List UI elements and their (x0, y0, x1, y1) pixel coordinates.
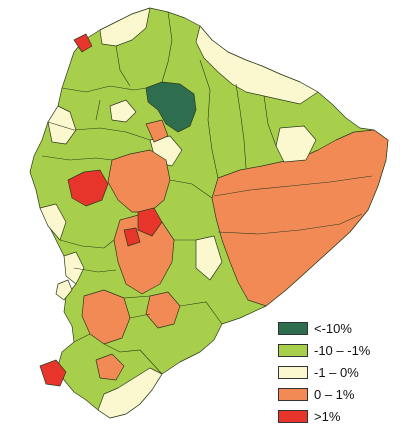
legend-swatch (278, 343, 308, 357)
legend-label: -1 – 0% (314, 364, 359, 380)
region-cream (195, 235, 223, 281)
region-red (123, 227, 141, 247)
region-cream (99, 7, 151, 47)
region-cream (39, 203, 67, 241)
legend-label: -10 – -1% (314, 342, 371, 358)
legend-item: >1% (278, 406, 388, 426)
region-cream (195, 25, 319, 105)
legend-label: <-10% (314, 320, 352, 336)
legend-item: 0 – 1% (278, 384, 388, 404)
region-island (55, 279, 73, 301)
division-lines (41, 11, 277, 375)
region-dark-green (145, 81, 197, 133)
legend-item: <-10% (278, 318, 388, 338)
legend-swatch (278, 321, 308, 335)
boundary-line (217, 213, 363, 235)
region-red (67, 169, 109, 207)
legend-label: >1% (314, 408, 341, 424)
legend-label: 0 – 1% (314, 386, 355, 402)
legend: <-10% -10 – -1% -1 – 0% 0 – 1% >1% (278, 318, 388, 428)
region-orange (81, 289, 131, 345)
legend-swatch (278, 387, 308, 401)
legend-swatch (278, 409, 308, 423)
boundary-line (213, 175, 373, 197)
legend-swatch (278, 365, 308, 379)
region-orange (107, 149, 171, 213)
legend-item: -10 – -1% (278, 340, 388, 360)
region-orange (95, 353, 125, 381)
region-red (137, 207, 163, 237)
region-orange (145, 291, 181, 329)
region-red (73, 33, 93, 53)
region-orange (145, 119, 169, 143)
legend-item: -1 – 0% (278, 362, 388, 382)
region-red (39, 359, 67, 387)
region-cream (109, 99, 137, 123)
